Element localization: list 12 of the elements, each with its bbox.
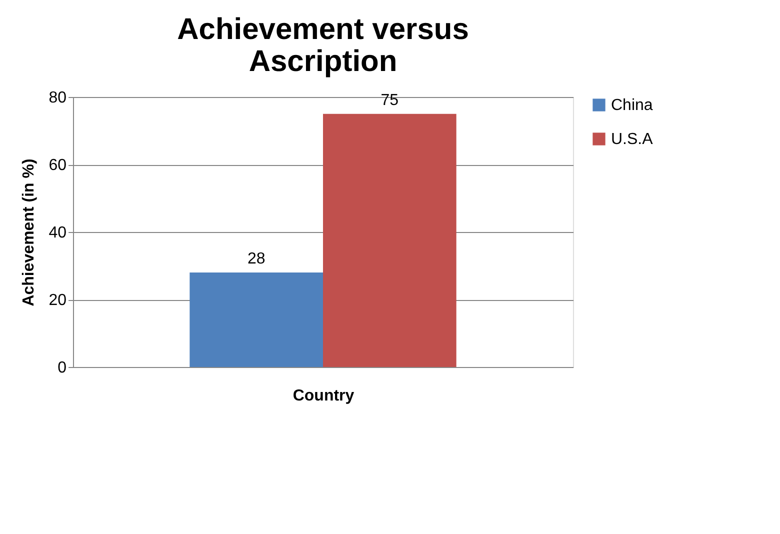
chart-title: Achievement versus Ascription [177,13,469,78]
y-axis-title: Achievement (in %) [20,158,38,306]
data-label: 28 [247,250,266,268]
x-axis-title: Country [292,388,354,404]
y-tick-label: 40 [48,224,67,242]
y-tick-label: 0 [58,360,67,376]
y-tick-label: 80 [48,90,67,106]
data-label: 75 [380,92,399,109]
y-tick-label: 60 [48,157,67,174]
legend-label: U.S.A [611,131,654,148]
legend-label: China [611,97,653,114]
y-tick-label: 20 [48,292,67,309]
